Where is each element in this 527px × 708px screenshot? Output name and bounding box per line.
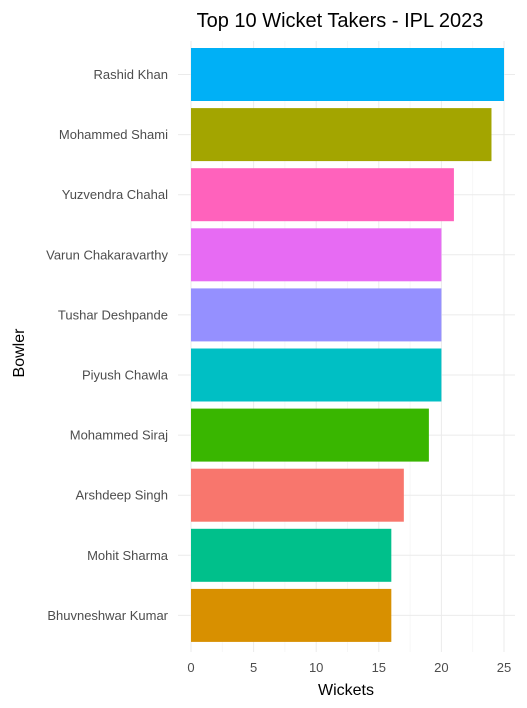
bar xyxy=(191,348,442,402)
bar xyxy=(191,108,492,162)
bar xyxy=(191,168,454,222)
bar xyxy=(191,528,392,582)
x-tick-label: 10 xyxy=(309,660,323,675)
x-tick-label: 5 xyxy=(250,660,257,675)
y-tick-label: Tushar Deshpande xyxy=(58,307,168,322)
y-tick-labels: Rashid Khan Mohammed Shami Yuzvendra Chaha… xyxy=(46,67,169,623)
x-tick-labels: 0 5 10 15 20 25 xyxy=(187,660,511,675)
y-tick-label: Varun Chakaravarthy xyxy=(46,247,168,262)
y-tick-label: Arshdeep Singh xyxy=(75,488,168,503)
x-tick-label: 20 xyxy=(434,660,448,675)
bar xyxy=(191,588,392,642)
y-tick-label: Rashid Khan xyxy=(94,67,168,82)
y-tick-label: Bhuvneshwar Kumar xyxy=(47,608,168,623)
bar xyxy=(191,48,504,101)
bar xyxy=(191,468,404,522)
chart-title: Top 10 Wicket Takers - IPL 2023 xyxy=(197,10,484,32)
bar xyxy=(191,408,429,462)
y-tick-label: Mohammed Siraj xyxy=(70,428,168,443)
x-tick-label: 15 xyxy=(372,660,386,675)
y-tick-label: Yuzvendra Chahal xyxy=(62,187,168,202)
y-axis-title: Bowler xyxy=(11,328,28,378)
bar xyxy=(191,288,442,342)
x-tick-label: 0 xyxy=(187,660,194,675)
y-tick-label: Piyush Chawla xyxy=(82,368,169,383)
bars xyxy=(191,48,504,642)
x-tick-label: 25 xyxy=(497,660,511,675)
x-axis-title: Wickets xyxy=(318,682,374,699)
bar xyxy=(191,228,442,282)
y-tick-label: Mohit Sharma xyxy=(87,548,169,563)
y-tick-label: Mohammed Shami xyxy=(59,127,168,142)
